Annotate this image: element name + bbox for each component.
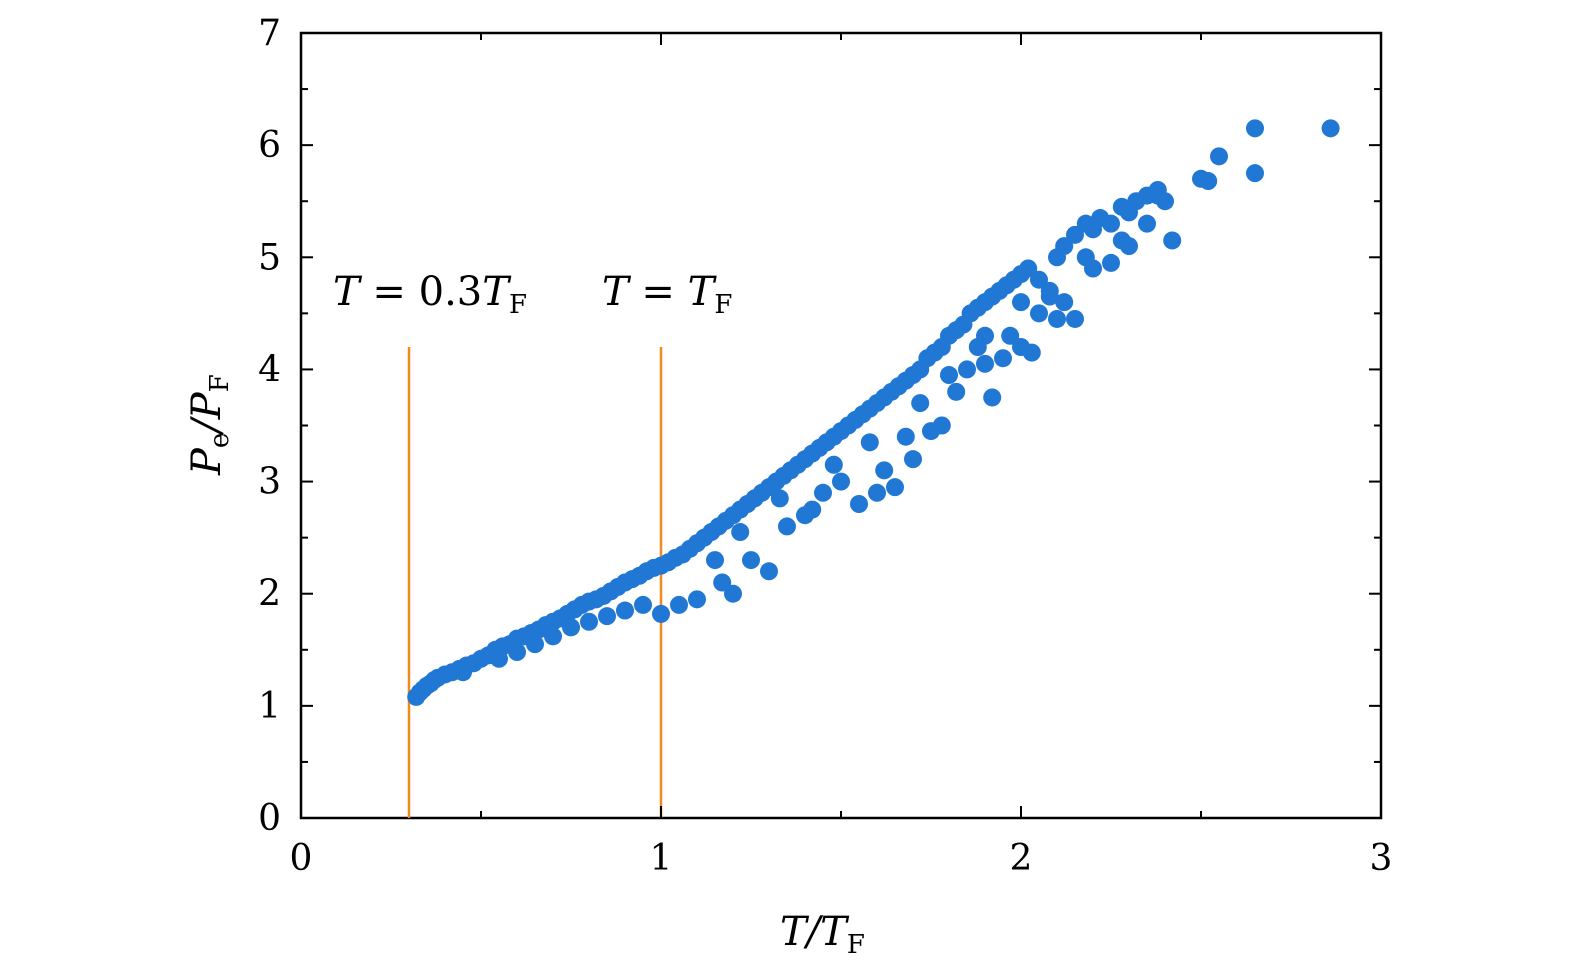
x-tick-label-0: 0 (290, 838, 313, 879)
data-point (1055, 237, 1074, 256)
data-point (886, 478, 904, 497)
data-point (1076, 248, 1095, 267)
data-point (1019, 259, 1038, 278)
data-point (544, 627, 562, 646)
data-point (904, 450, 922, 469)
data-point (860, 433, 879, 452)
data-point (875, 461, 894, 480)
data-point (580, 612, 598, 631)
data-point (770, 489, 789, 508)
data-point (778, 517, 796, 536)
data-point (1022, 343, 1041, 362)
data-point (932, 416, 951, 435)
y-tick-label-4: 4 (258, 349, 281, 390)
reference-lines (407, 347, 663, 818)
data-point (1102, 253, 1120, 272)
data-point (1055, 293, 1074, 312)
data-point (947, 382, 966, 401)
data-point (1321, 119, 1340, 138)
data-point (1066, 225, 1084, 244)
data-point (958, 360, 976, 379)
x-tick-label-1: 1 (650, 838, 673, 879)
data-point (868, 483, 886, 502)
data-point (490, 649, 508, 668)
y-tick-label-0: 0 (258, 798, 281, 839)
data-point (1030, 304, 1048, 323)
y-tick-label-5: 5 (258, 237, 281, 278)
data-point (652, 604, 670, 623)
y-tick-label-2: 2 (258, 574, 281, 615)
x-tick-label-2: 2 (1010, 838, 1033, 879)
data-point (1001, 326, 1020, 345)
data-point (983, 388, 1002, 407)
data-point (1246, 164, 1264, 183)
y-tick-label-7: 7 (258, 13, 281, 54)
data-point (713, 573, 732, 592)
annotation-t-tf: T = TF (602, 269, 732, 320)
data-point (670, 595, 688, 614)
data-point (1102, 214, 1120, 233)
data-points (407, 119, 1340, 706)
data-point (832, 472, 850, 491)
y-tick-label-6: 6 (258, 125, 281, 166)
data-point (724, 584, 742, 603)
data-point (850, 495, 868, 513)
data-point (976, 326, 994, 345)
data-point (616, 601, 634, 620)
data-point (976, 354, 994, 373)
data-point (1163, 231, 1182, 250)
data-point (940, 366, 958, 385)
data-point (1112, 231, 1131, 250)
data-point (911, 394, 930, 413)
data-point (508, 643, 526, 662)
data-point (994, 349, 1012, 368)
data-point (1210, 147, 1228, 166)
data-point (1030, 270, 1048, 289)
data-point (1048, 309, 1066, 328)
data-point (1066, 309, 1084, 328)
axis-ticks: 0 1 2 3 0 1 2 3 4 5 6 7 (258, 13, 1392, 879)
data-point (1246, 119, 1264, 138)
data-point (598, 607, 616, 626)
data-point (742, 551, 760, 570)
data-point (634, 595, 652, 614)
y-tick-label-3: 3 (258, 462, 281, 503)
data-point (1138, 214, 1156, 233)
data-point (896, 427, 915, 446)
y-tick-label-1: 1 (258, 686, 281, 727)
data-point (454, 663, 472, 682)
data-point (1148, 186, 1167, 205)
y-axis-label: Pe/PF (184, 374, 235, 476)
data-point (1040, 287, 1059, 306)
data-point (562, 618, 580, 637)
data-point (1012, 293, 1030, 312)
data-point (1199, 172, 1218, 191)
annotation-t-0-3tf: T = 0.3TF (333, 269, 527, 320)
data-point (824, 455, 843, 474)
data-point (706, 551, 724, 570)
data-point (814, 483, 832, 502)
data-point (803, 500, 822, 519)
data-point (688, 590, 706, 609)
data-point (760, 562, 778, 581)
x-axis-label: T/TF (780, 909, 865, 960)
data-point (731, 523, 750, 542)
data-point (526, 635, 544, 654)
x-tick-label-3: 3 (1370, 838, 1393, 879)
